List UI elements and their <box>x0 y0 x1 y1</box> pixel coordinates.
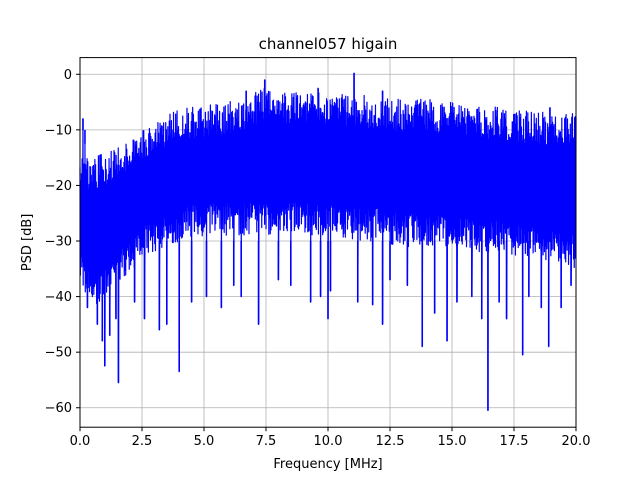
x-tick-label: 5.0 <box>194 434 215 449</box>
x-tick-label: 15.0 <box>438 434 467 449</box>
x-axis-ticks: 0.0 2.5 5.0 7.5 10.0 12.5 15.0 17.5 20.0 <box>70 427 591 449</box>
x-tick-label: 7.5 <box>256 434 277 449</box>
x-tick-label: 12.5 <box>376 434 405 449</box>
y-axis-label: PSD [dB] <box>20 214 35 272</box>
x-tick-label: 0.0 <box>70 434 91 449</box>
y-tick-label: −60 <box>45 401 72 416</box>
psd-trace-line <box>79 72 577 412</box>
y-axis-ticks: 0 −10 −20 −30 −40 −50 −60 <box>45 68 80 416</box>
x-tick-label: 17.5 <box>500 434 529 449</box>
chart-title: channel057 higain <box>259 35 398 53</box>
y-tick-label: −40 <box>45 290 72 305</box>
y-tick-label: −30 <box>45 235 72 250</box>
x-tick-label: 20.0 <box>562 434 591 449</box>
y-tick-label: −20 <box>45 179 72 194</box>
x-tick-label: 2.5 <box>132 434 153 449</box>
y-tick-label: 0 <box>64 68 72 83</box>
y-tick-label: −10 <box>45 123 72 138</box>
series-channel057 <box>79 72 577 412</box>
y-tick-label: −50 <box>45 346 72 361</box>
x-tick-label: 10.0 <box>314 434 343 449</box>
x-axis-label: Frequency [MHz] <box>273 457 382 472</box>
